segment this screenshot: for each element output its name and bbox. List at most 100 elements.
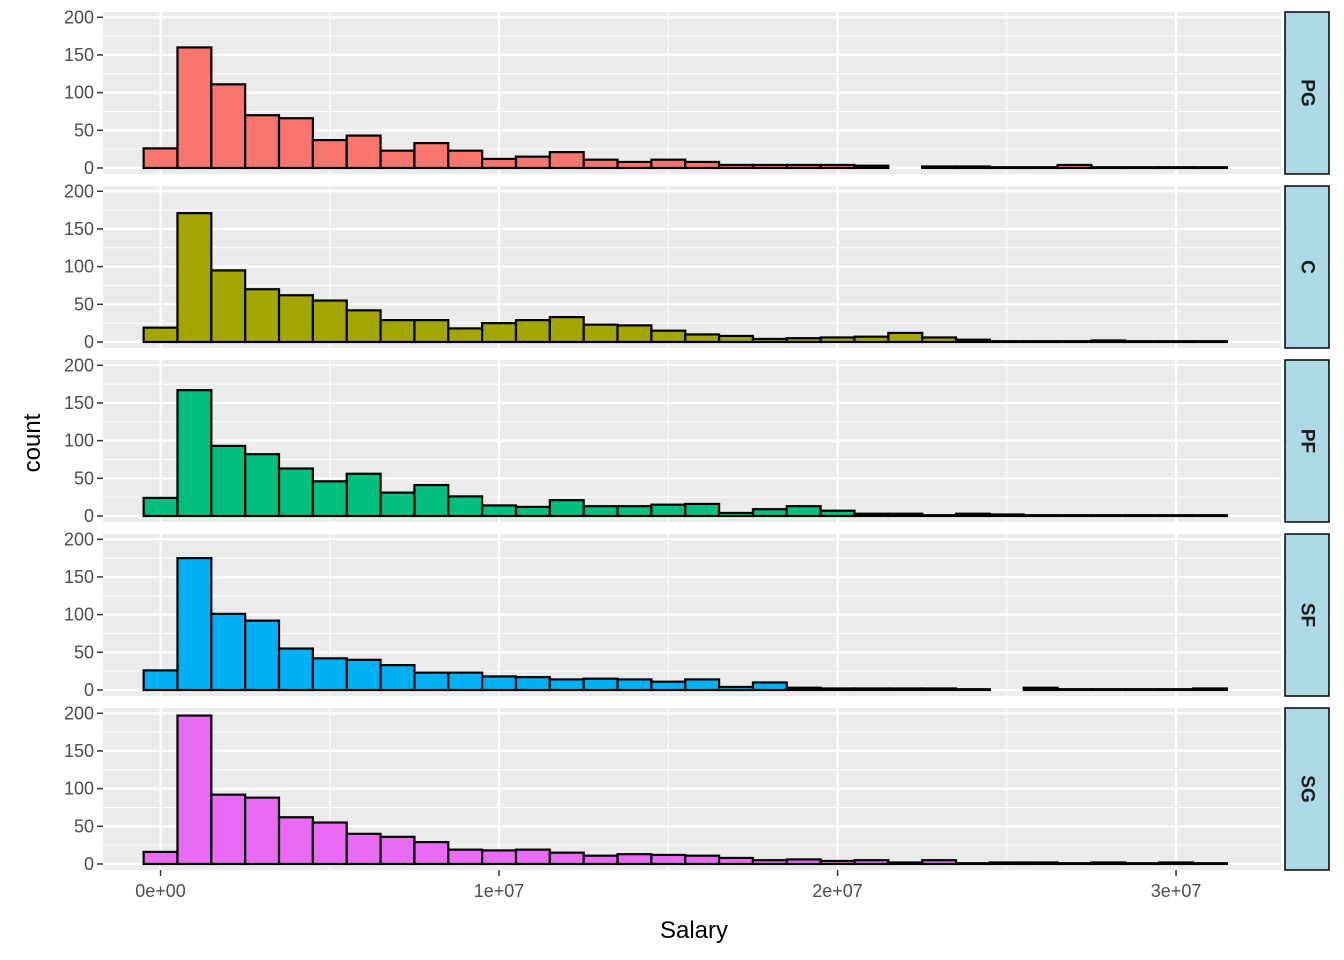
histogram-bar-pg-25 xyxy=(988,166,1025,170)
y-axis-title: count xyxy=(19,413,46,472)
histogram-bar-c-16 xyxy=(684,333,721,344)
x-tick-label: 3e+07 xyxy=(1151,881,1202,901)
y-tick-label: 50 xyxy=(74,468,94,488)
histogram-bar-c-1 xyxy=(176,212,213,344)
histogram-bar-sg-6 xyxy=(345,832,382,866)
facet-strip xyxy=(1284,533,1330,697)
histogram-bar-c-28 xyxy=(1090,339,1127,344)
facet-panel-sg: 0 50 100 150 200 SG xyxy=(64,703,1330,874)
histogram-bar-sf-28 xyxy=(1090,688,1127,692)
histogram-bar-pf-11 xyxy=(514,505,551,518)
histogram-bar-sf-23 xyxy=(921,687,958,692)
y-tick-label: 150 xyxy=(64,393,94,413)
histogram-bar-sf-3 xyxy=(244,619,281,692)
histogram-bar-c-21 xyxy=(853,335,890,344)
histogram-bar-c-22 xyxy=(887,331,924,344)
histogram-bar-c-26 xyxy=(1022,340,1059,344)
histogram-bar-pg-5 xyxy=(311,138,348,170)
histogram-bar-pf-22 xyxy=(887,512,924,518)
histogram-bar-sf-9 xyxy=(447,671,484,692)
histogram-bar-pf-14 xyxy=(616,505,653,518)
histogram-bar-pf-1 xyxy=(176,389,213,518)
histogram-bar-c-3 xyxy=(244,288,281,344)
histogram-bar-pf-8 xyxy=(413,483,450,518)
histogram-bar-pg-7 xyxy=(379,149,416,170)
histogram-bar-c-6 xyxy=(345,309,382,344)
y-tick-label: 100 xyxy=(64,257,94,277)
histogram-bar-pf-18 xyxy=(751,508,788,518)
y-tick-label: 0 xyxy=(84,332,94,352)
histogram-bar-pf-28 xyxy=(1090,514,1127,518)
histogram-bar-c-11 xyxy=(514,319,551,344)
histogram-bar-sf-11 xyxy=(514,676,551,692)
histogram-bar-sf-29 xyxy=(1124,688,1161,692)
y-tick-label: 200 xyxy=(64,7,94,27)
histogram-bar-sf-27 xyxy=(1056,688,1093,692)
histogram-bar-sg-17 xyxy=(717,856,755,866)
histogram-bar-pf-3 xyxy=(244,453,281,518)
histogram-bar-sf-6 xyxy=(345,658,382,692)
histogram-bar-sg-7 xyxy=(379,835,416,866)
histogram-bar-sf-22 xyxy=(887,687,924,692)
histogram-bar-pg-26 xyxy=(1022,166,1059,170)
histogram-bar-pf-12 xyxy=(548,499,585,518)
histogram-bar-pg-6 xyxy=(345,134,382,170)
histogram-bar-sf-15 xyxy=(650,680,687,692)
histogram-bar-sg-21 xyxy=(853,859,890,866)
histogram-bar-pg-8 xyxy=(413,142,450,170)
histogram-bar-pf-6 xyxy=(345,472,382,518)
histogram-bar-sg-28 xyxy=(1090,861,1127,866)
histogram-bar-c-5 xyxy=(311,299,348,344)
histogram-bar-pg-1 xyxy=(176,46,213,170)
facet-strip-label: C xyxy=(1297,260,1318,274)
histogram-bar-sg-1 xyxy=(176,714,213,866)
histogram-bar-pg-13 xyxy=(582,158,619,170)
histogram-bar-sf-14 xyxy=(616,678,653,692)
histogram-bar-sg-8 xyxy=(413,841,450,866)
facet-panels: 0 50 100 150 200 PG 0 50 100 150 200 C 0 50 100 150 200 P… xyxy=(64,7,1330,874)
histogram-bar-pf-13 xyxy=(582,505,619,518)
facet-strip-label: PF xyxy=(1297,429,1318,453)
histogram-bar-sg-4 xyxy=(277,816,314,866)
y-tick-label: 200 xyxy=(64,703,94,723)
y-tick-label: 50 xyxy=(74,642,94,662)
histogram-bar-sg-13 xyxy=(582,854,619,866)
histogram-bar-pg-29 xyxy=(1124,166,1161,170)
histogram-bar-sf-8 xyxy=(413,671,450,692)
y-tick-label: 0 xyxy=(84,158,94,178)
y-tick-label: 150 xyxy=(64,567,94,587)
histogram-bar-pg-23 xyxy=(921,165,958,170)
histogram-bar-pg-4 xyxy=(277,117,314,170)
y-tick-label: 0 xyxy=(84,680,94,700)
histogram-bar-sf-20 xyxy=(819,687,856,692)
histogram-bar-c-12 xyxy=(548,316,585,344)
histogram-bar-sf-7 xyxy=(379,664,416,692)
histogram-bar-sg-18 xyxy=(751,859,788,866)
histogram-bar-pg-27 xyxy=(1056,163,1093,170)
histogram-bar-pg-14 xyxy=(616,160,653,170)
histogram-bar-sg-29 xyxy=(1124,862,1161,866)
histogram-bar-pg-2 xyxy=(210,83,247,170)
histogram-bar-c-9 xyxy=(447,327,484,344)
histogram-bar-pf-2 xyxy=(210,444,247,518)
histogram-bar-sg-20 xyxy=(819,859,856,866)
histogram-bar-c-24 xyxy=(954,338,991,344)
histogram-bar-pg-24 xyxy=(954,165,991,170)
histogram-bar-c-27 xyxy=(1056,340,1093,344)
histogram-bar-pf-21 xyxy=(853,512,890,518)
histogram-bar-pf-26 xyxy=(1022,514,1059,518)
x-tick-label: 2e+07 xyxy=(812,881,863,901)
histogram-bar-sf-18 xyxy=(751,681,788,692)
histogram-bar-sf-24 xyxy=(954,688,991,692)
histogram-bar-c-0 xyxy=(142,326,179,344)
histogram-bar-pg-0 xyxy=(142,147,179,170)
histogram-bar-c-30 xyxy=(1158,340,1195,344)
histogram-bar-sf-1 xyxy=(176,557,213,692)
x-tick-label: 0e+00 xyxy=(135,881,186,901)
histogram-bar-pf-9 xyxy=(447,495,484,518)
histogram-bar-sf-16 xyxy=(684,678,721,692)
histogram-bar-pg-3 xyxy=(244,114,281,170)
histogram-bar-sg-5 xyxy=(311,821,348,866)
histogram-bar-pf-20 xyxy=(819,509,856,518)
histogram-bar-sf-12 xyxy=(548,678,585,692)
